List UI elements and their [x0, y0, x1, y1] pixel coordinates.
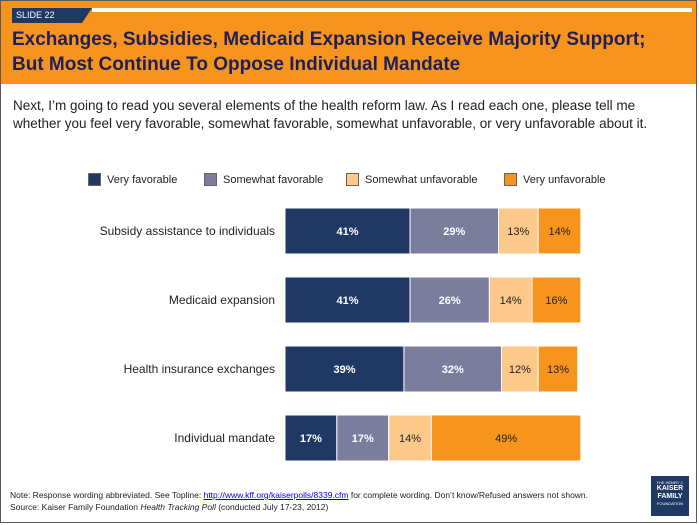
legend-swatch — [346, 173, 359, 186]
slide-number-tag: SLIDE 22 — [12, 8, 82, 23]
legend-label: Very favorable — [107, 174, 178, 186]
source-prefix: Source: Kaiser Family Foundation — [10, 502, 141, 512]
footer-notes: Note: Response wording abbreviated. See … — [10, 489, 650, 513]
data-label: 13% — [547, 364, 569, 376]
logo-line: FOUNDATION — [656, 501, 684, 506]
header-band — [1, 1, 696, 84]
data-label: 17% — [300, 433, 322, 445]
category-label: Health insurance exchanges — [124, 362, 275, 376]
bar-segment-very-favorable — [284, 414, 338, 462]
source-poll-name: Health Tracking Poll — [140, 502, 216, 512]
question-text: Next, I’m going to read you several elem… — [13, 98, 648, 131]
bar-segment-somewhat-favorable — [336, 414, 390, 462]
footer-note: Note: Response wording abbreviated. See … — [10, 489, 650, 501]
bar-segment-somewhat-unfavorable — [498, 207, 539, 255]
header-top-strip — [92, 8, 692, 12]
data-label: 17% — [352, 433, 374, 445]
legend-label: Very unfavorable — [523, 174, 606, 186]
bar-segment-somewhat-unfavorable — [388, 414, 432, 462]
bar-segment-very-favorable — [284, 207, 411, 255]
category-label: Individual mandate — [174, 431, 275, 445]
topline-link[interactable]: http://www.kff.org/kaiserpolls/8339.cfm — [203, 490, 349, 500]
bar-segment-very-unfavorable — [531, 276, 582, 324]
bar-segment-very-unfavorable — [430, 414, 582, 462]
stacked-bar-chart: Subsidy assistance to individuals 41% 29% 1… — [100, 207, 582, 462]
data-label: 12% — [509, 364, 531, 376]
data-label: 39% — [333, 364, 355, 376]
bar-segment-very-unfavorable — [537, 345, 579, 393]
data-label: 14% — [500, 295, 522, 307]
source-suffix: (conducted July 17-23, 2012) — [215, 502, 329, 512]
slide-title: Exchanges, Subsidies, Medicaid Expansion… — [12, 29, 646, 75]
legend-swatch — [204, 173, 217, 186]
data-label: 41% — [337, 295, 359, 307]
data-label: 16% — [545, 295, 567, 307]
logo-line: THE HENRY J. — [656, 480, 684, 485]
bar-segment-very-favorable — [284, 345, 405, 393]
logo-line: KAISER — [656, 485, 684, 492]
category-label: Subsidy assistance to individuals — [100, 224, 275, 238]
logo-line: FAMILY — [657, 493, 683, 500]
slide-tag-tab — [82, 8, 92, 23]
bar-segment-somewhat-favorable — [403, 345, 503, 393]
bar-segment-very-favorable — [284, 276, 411, 324]
legend-swatch — [88, 173, 101, 186]
bar-segment-somewhat-favorable — [409, 276, 490, 324]
data-label: 41% — [337, 226, 359, 238]
kff-logo: THE HENRY J. KAISER FAMILY FOUNDATION — [651, 476, 689, 516]
bar-segment-somewhat-favorable — [409, 207, 499, 255]
data-label: 29% — [443, 226, 465, 238]
bar-segment-very-unfavorable — [537, 207, 582, 255]
data-label: 26% — [439, 295, 461, 307]
note-prefix: Note: Response wording abbreviated. See … — [10, 490, 204, 500]
data-label: 32% — [442, 364, 464, 376]
legend-label: Somewhat favorable — [223, 174, 324, 186]
legend-swatch — [504, 173, 517, 186]
bar-segment-somewhat-unfavorable — [488, 276, 533, 324]
data-label: 14% — [399, 433, 421, 445]
legend-label: Somewhat unfavorable — [365, 174, 478, 186]
note-suffix: for complete wording. Don’t know/Refused… — [348, 490, 589, 500]
bar-segment-somewhat-unfavorable — [501, 345, 539, 393]
data-label: 49% — [495, 433, 517, 445]
data-label: 14% — [548, 226, 570, 238]
chart-legend: Very favorable Somewhat favorable Somewh… — [88, 172, 648, 188]
data-label: 13% — [507, 226, 529, 238]
footer-source: Source: Kaiser Family Foundation Health … — [10, 501, 650, 513]
category-label: Medicaid expansion — [169, 293, 275, 307]
